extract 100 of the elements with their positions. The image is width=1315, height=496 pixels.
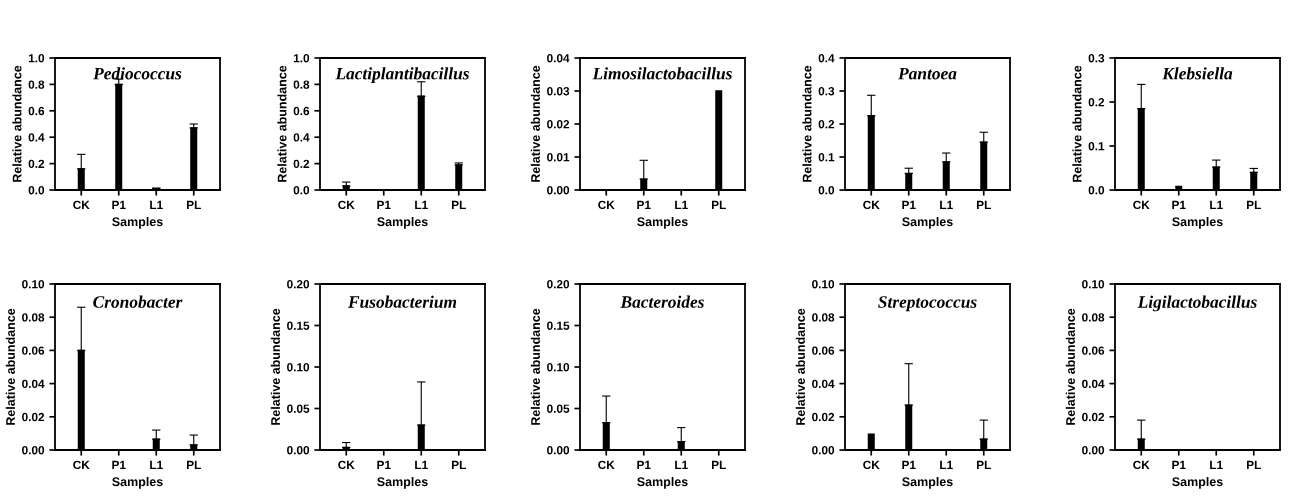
y-tick-label: 0.02 [22,412,45,422]
x-tick-label: P1 [637,200,651,209]
y-tick-label: 0.04 [1082,379,1105,388]
x-tick-label: L1 [150,200,163,209]
y-tick-label: 0.10 [812,280,835,289]
y-tick-label: 0.01 [547,153,570,162]
x-tick-label: CK [338,200,355,210]
x-tick-label: P1 [637,460,651,469]
y-tick-label: 0.02 [1082,412,1105,422]
x-axis-title: Samples [637,476,688,489]
x-axis-title: Samples [377,476,428,489]
x-axis-title: Samples [377,216,428,229]
y-tick-label: 0.00 [1082,446,1105,455]
x-tick-label: PL [452,200,466,209]
y-tick-label: 0.4 [28,133,45,142]
chart-title: Pantoea [898,67,957,80]
x-tick-label: CK [73,460,90,470]
x-axis-title: Samples [902,476,953,489]
y-tick-label: 0.08 [1082,313,1105,322]
y-tick-label: 0.3 [818,87,835,96]
y-tick-label: 0.00 [812,446,835,455]
y-tick-label: 0.15 [287,321,310,330]
x-tick-label: L1 [1210,460,1223,469]
y-axis-title: Relative abundance [530,65,540,182]
x-tick-label: L1 [1210,200,1223,209]
y-tick-label: 0.1 [1088,142,1105,151]
y-axis-title: Relative abundance [12,65,22,182]
y-tick-label: 0.2 [28,159,45,168]
y-tick-label: 0.04 [22,379,45,388]
y-axis-title: Relative abundance [5,308,15,425]
x-tick-label: PL [187,460,201,469]
y-tick-label: 0.02 [812,412,835,422]
x-tick-label: L1 [415,460,428,469]
x-axis-title: Samples [902,216,953,229]
y-tick-label: 0.6 [293,106,310,116]
x-tick-label: CK [598,200,615,210]
y-tick-label: 0.0 [818,186,835,195]
y-tick-label: 0.0 [1088,186,1105,195]
y-tick-label: 0.4 [818,54,835,63]
x-axis-title: Samples [1172,476,1223,489]
x-tick-label: CK [338,460,355,470]
y-axis-title: Relative abundance [277,65,287,182]
x-axis-title: Samples [1172,216,1223,229]
x-tick-label: P1 [377,200,391,209]
y-tick-label: 0.2 [293,159,310,168]
y-tick-label: 0.10 [287,363,310,372]
text: Bacteroides [620,295,704,308]
y-tick-label: 0.02 [547,120,570,129]
y-tick-label: 0.06 [1082,346,1105,355]
y-tick-label: 0.4 [293,133,310,142]
y-tick-label: 0.8 [293,80,310,89]
y-tick-label: 0.00 [287,446,310,455]
y-axis-title: Relative abundance [1072,65,1082,182]
x-tick-label: P1 [902,200,916,209]
x-tick-label: CK [863,460,880,470]
y-tick-label: 0.8 [28,80,45,89]
chart-title: Pediococcus [93,67,182,80]
x-tick-label: L1 [415,200,428,209]
text: Cronobacter [93,295,183,308]
x-tick-label: PL [1247,200,1261,209]
y-axis-title: Relative abundance [802,65,812,182]
y-tick-label: 0.2 [1088,98,1105,107]
x-tick-label: PL [977,200,991,209]
x-tick-label: L1 [940,460,953,469]
y-tick-label: 0.3 [1088,54,1105,63]
y-axis-title: Relative abundance [270,308,280,425]
text: Streptococcus [878,296,977,312]
x-tick-label: L1 [940,200,953,209]
y-tick-label: 0.0 [293,186,310,195]
y-tick-label: 0.06 [812,346,835,355]
x-tick-label: P1 [112,200,126,209]
y-tick-label: 0.0 [28,186,45,195]
chart-title: Lactiplantibacillus [335,67,469,83]
x-tick-label: P1 [902,460,916,469]
chart-title: Klebsiella [1162,67,1233,80]
y-tick-label: 0.00 [22,446,45,455]
x-axis-title: Samples [637,216,688,229]
text: Fusobacterium [347,295,457,308]
y-tick-label: 0.04 [812,379,835,388]
y-tick-label: 0.06 [22,346,45,355]
y-tick-label: 0.20 [287,280,310,289]
y-tick-label: 0.03 [547,87,570,96]
chart-title: Limosilactobacillus [592,67,732,80]
x-tick-label: PL [452,460,466,469]
y-tick-label: 0.10 [22,280,45,289]
x-tick-label: PL [187,200,201,209]
x-tick-label: CK [598,460,615,470]
y-tick-label: 0.10 [547,363,570,372]
x-tick-label: CK [1133,460,1150,470]
y-tick-label: 1.0 [293,54,310,63]
y-tick-label: 0.04 [547,54,570,63]
x-tick-label: P1 [1172,460,1186,469]
x-tick-label: P1 [377,460,391,469]
y-tick-label: 0.20 [547,280,570,289]
y-tick-label: 0.00 [547,186,570,195]
x-tick-label: PL [1247,460,1261,469]
x-tick-label: L1 [675,200,688,209]
y-tick-label: 0.6 [28,106,45,116]
x-tick-label: L1 [150,460,163,469]
x-tick-label: PL [712,460,726,469]
